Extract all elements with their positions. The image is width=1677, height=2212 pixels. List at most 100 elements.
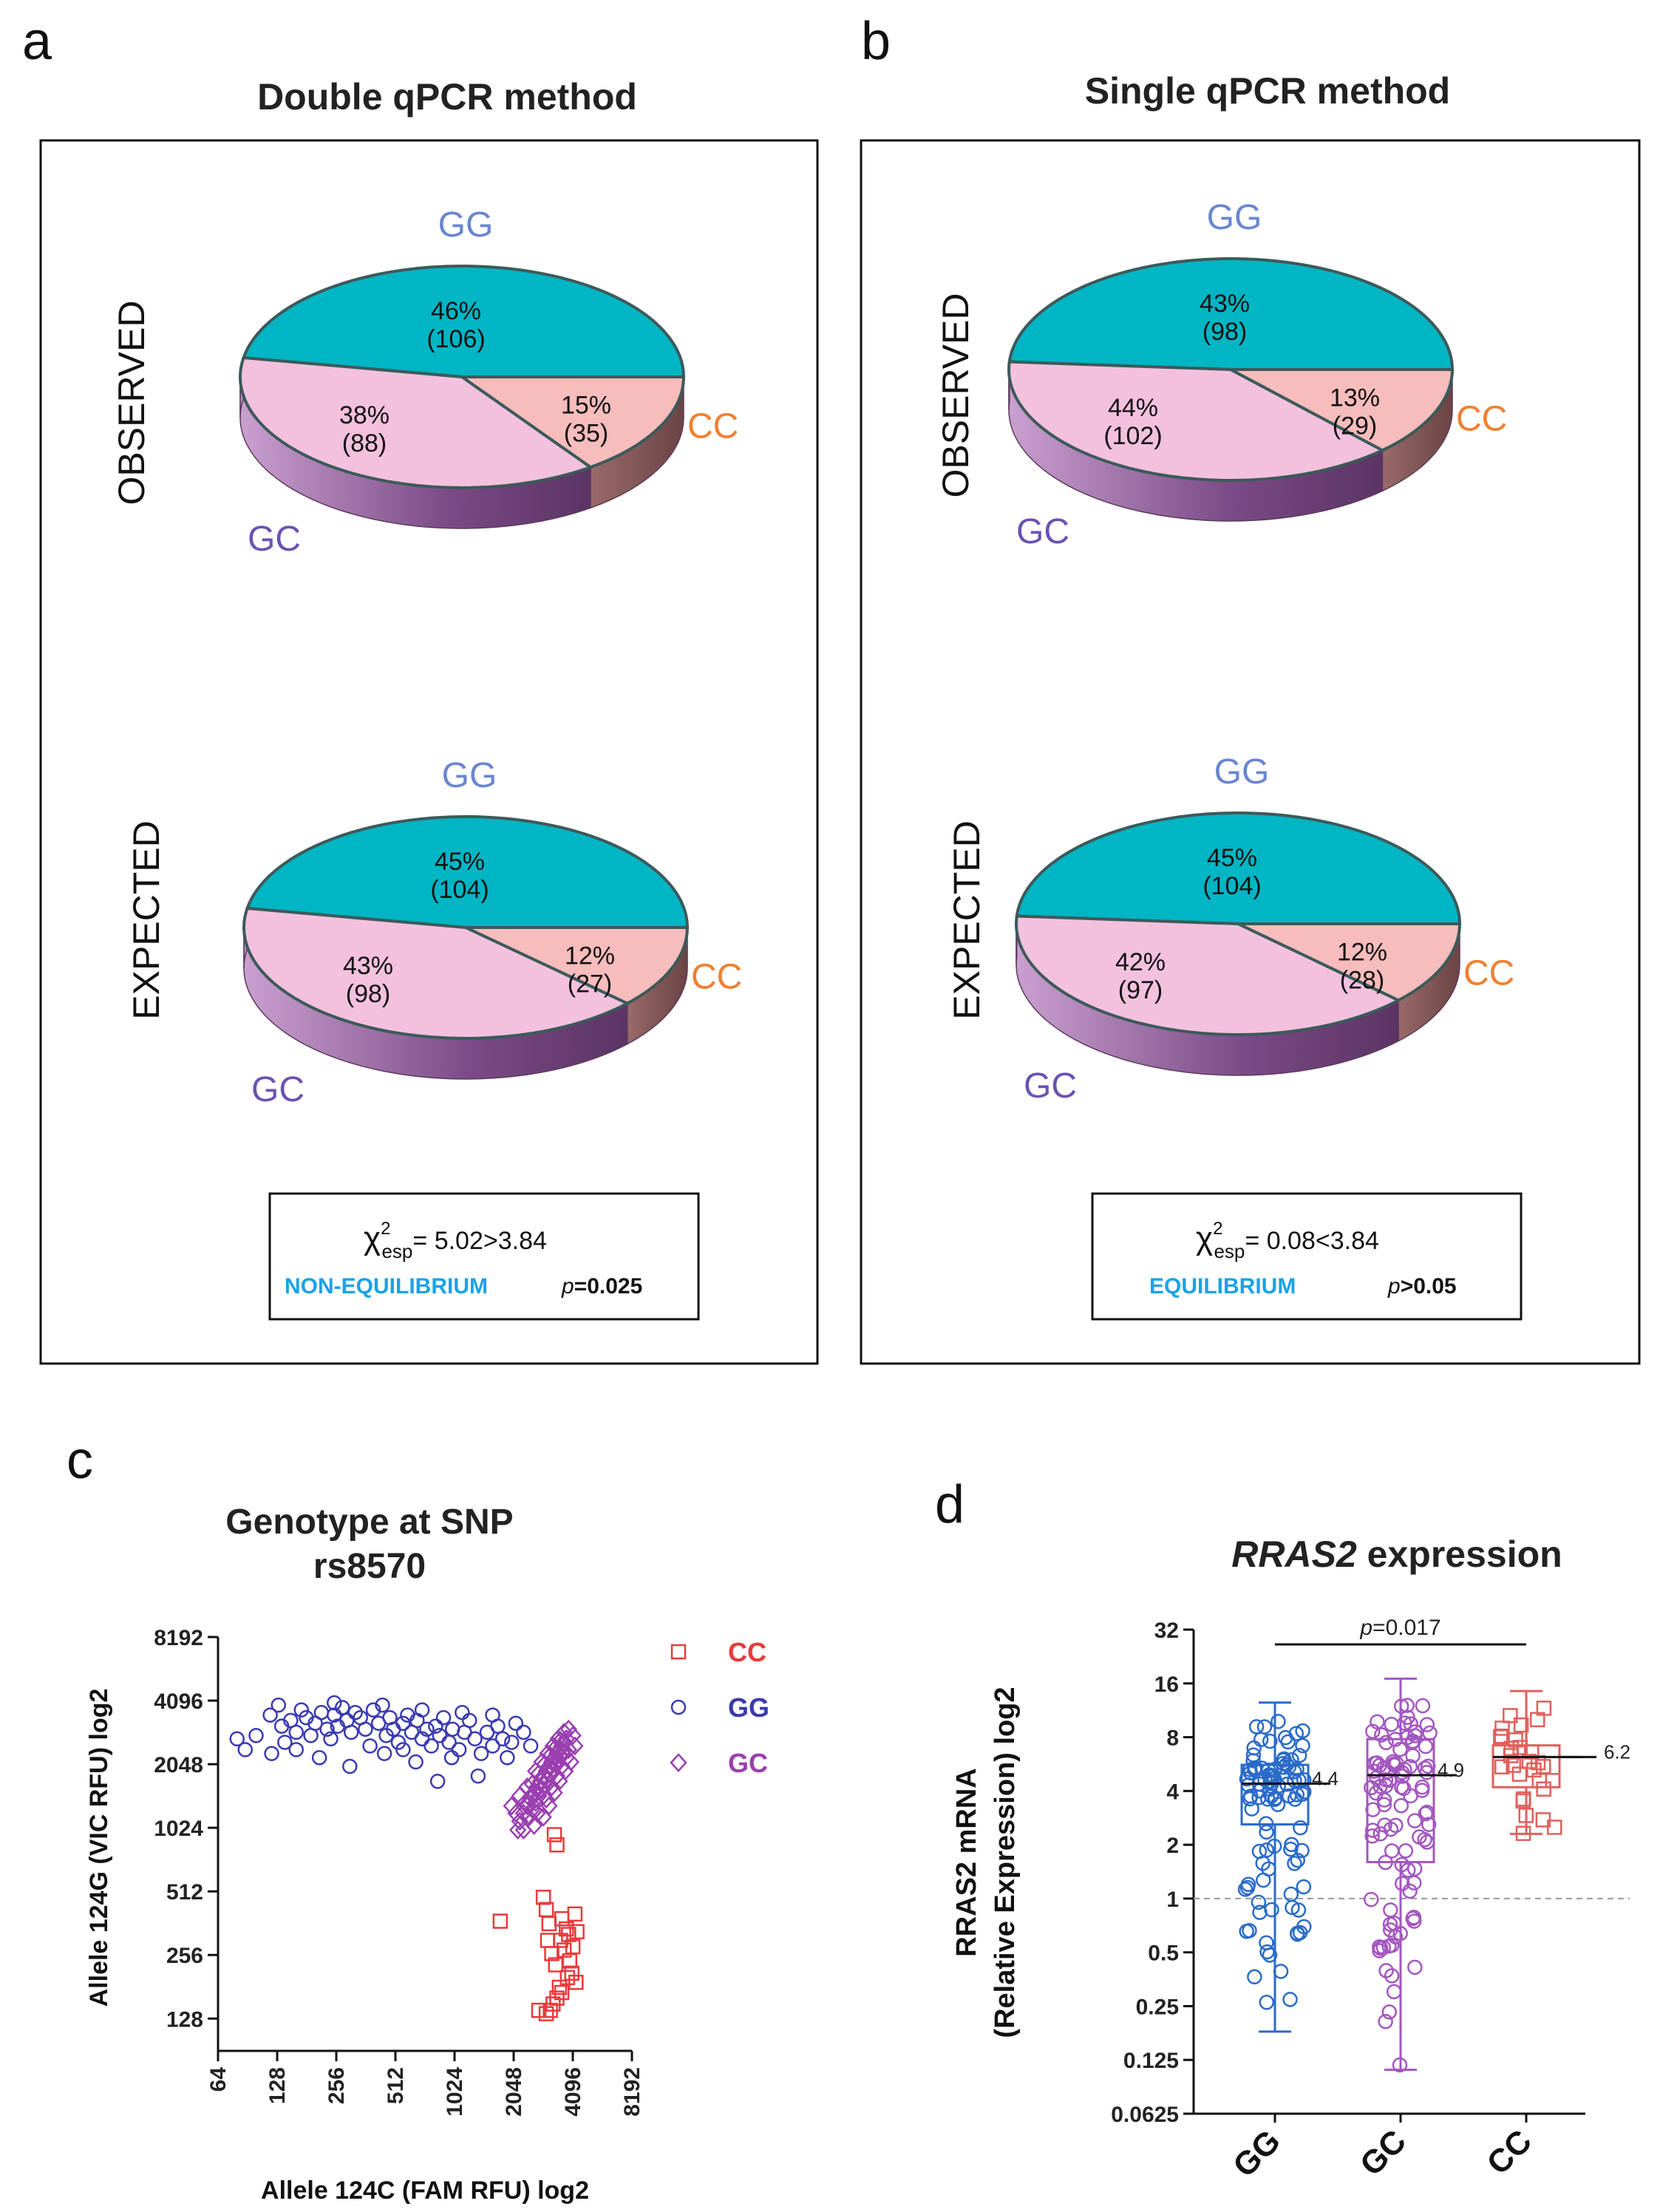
scatter-point-gg bbox=[414, 1702, 430, 1718]
panel-b-frame bbox=[860, 139, 1641, 1365]
scatter-y-tick-label: 2048 bbox=[154, 1753, 203, 1777]
box-point-gc bbox=[1381, 2004, 1398, 2020]
scatter-point-gg bbox=[429, 1773, 446, 1789]
box-point-cc bbox=[1526, 1762, 1542, 1778]
box-point-gc bbox=[1392, 1925, 1408, 1942]
scatter-point-gc bbox=[518, 1777, 536, 1797]
scatter-point-gg bbox=[428, 1718, 443, 1734]
box-point-gg bbox=[1259, 1944, 1275, 1960]
box-point-gg bbox=[1259, 1994, 1275, 2010]
scatter-y-tick-label: 512 bbox=[166, 1880, 203, 1905]
box-point-gc bbox=[1372, 1757, 1387, 1774]
scatter-y-tick-label: 1024 bbox=[154, 1817, 203, 1841]
scatter-point-gg bbox=[303, 1728, 319, 1743]
scatter-point-cc bbox=[492, 1913, 508, 1929]
box-point-gc bbox=[1422, 1725, 1438, 1741]
slice-label-gg-percent: 43% bbox=[1200, 290, 1250, 318]
box-point-gc bbox=[1398, 1843, 1414, 1859]
box-point-gg bbox=[1248, 1719, 1265, 1735]
pie-row-label: EXPECTED bbox=[946, 820, 987, 1020]
scatter-point-cc bbox=[564, 1965, 579, 1981]
slice-label-cc-count: (28) bbox=[1340, 967, 1384, 995]
pie-slice-cc bbox=[1230, 368, 1455, 452]
box-point-gg bbox=[1290, 1926, 1305, 1942]
scatter-point-gg bbox=[262, 1707, 278, 1723]
genotype-label-gg: GG bbox=[438, 205, 494, 245]
scatter-point-gc bbox=[508, 1820, 527, 1840]
pie-slice-gg bbox=[241, 265, 686, 378]
panel-b: b Single qPCR method 43%(98)13%(29)44%(1… bbox=[860, 12, 1641, 1365]
pie-slice-gc bbox=[242, 906, 631, 1040]
box-point-gc bbox=[1370, 1714, 1385, 1730]
p-italic: p bbox=[1359, 1616, 1372, 1640]
box-point-gg bbox=[1295, 1738, 1310, 1754]
box-point-gg bbox=[1259, 1842, 1275, 1858]
genotype-label-cc: CC bbox=[1456, 400, 1507, 439]
scatter-point-gg bbox=[264, 1746, 279, 1761]
panel-b-title: Single qPCR method bbox=[1085, 70, 1450, 112]
box-point-gc bbox=[1418, 1738, 1434, 1755]
scatter-point-gg bbox=[319, 1721, 335, 1737]
box-point-gc bbox=[1384, 1937, 1400, 1953]
box-point-gc bbox=[1389, 1755, 1404, 1772]
scatter-point-cc bbox=[557, 1942, 572, 1958]
box-point-cc bbox=[1494, 1759, 1510, 1774]
scatter-point-gg bbox=[313, 1704, 330, 1721]
box-point-cc bbox=[1531, 1773, 1548, 1789]
boxplot-title: RRAS2 expression bbox=[1231, 1534, 1562, 1575]
legend-label-gc: GC bbox=[728, 1748, 768, 1778]
box-point-gc bbox=[1378, 1854, 1393, 1871]
scatter-point-gc bbox=[555, 1723, 573, 1742]
scatter-point-gg bbox=[277, 1735, 293, 1750]
box-point-gc bbox=[1412, 1829, 1427, 1845]
scatter-point-gg bbox=[485, 1738, 500, 1754]
panel-letter-b: b bbox=[861, 12, 891, 71]
slice-label-cc-percent: 12% bbox=[565, 942, 615, 970]
box-point-gc bbox=[1387, 1732, 1404, 1747]
box-point-gg bbox=[1287, 1856, 1302, 1871]
box-point-gc bbox=[1419, 1717, 1435, 1732]
panel-a-title: Double qPCR method bbox=[257, 76, 637, 118]
box-point-gg bbox=[1293, 1820, 1308, 1836]
slice-label-cc-count: (29) bbox=[1333, 412, 1377, 440]
scatter-x-axis-title: Allele 124C (FAM RFU) log2 bbox=[261, 2177, 589, 2205]
scatter-point-gc bbox=[528, 1803, 546, 1823]
scatter-point-gg bbox=[523, 1738, 539, 1754]
scatter-y-tick-label: 256 bbox=[166, 1944, 203, 1968]
panel-letter-c: c bbox=[67, 1431, 93, 1490]
scatter-point-gg bbox=[419, 1721, 435, 1737]
scatter-point-gc bbox=[523, 1800, 541, 1820]
box-point-gg bbox=[1242, 1923, 1257, 1939]
scatter-point-gc bbox=[549, 1729, 567, 1749]
slice-label-cc-count: (27) bbox=[568, 970, 612, 998]
panel-letter-a: a bbox=[22, 12, 52, 71]
scatter-point-cc bbox=[542, 2002, 558, 2018]
scatter-point-gg bbox=[423, 1738, 439, 1754]
scatter-title-line1: Genotype at SNP bbox=[225, 1503, 513, 1542]
scatter-point-gg bbox=[293, 1702, 310, 1718]
box-point-gg bbox=[1264, 1902, 1279, 1918]
scatter-point-gg bbox=[494, 1731, 511, 1747]
scatter-point-cc bbox=[569, 1924, 585, 1939]
slice-label-gc-count: (88) bbox=[342, 429, 387, 457]
pie-row-label: OBSERVED bbox=[111, 301, 152, 506]
panel-d: d RRAS2 expression 32 16 8 4 2 1 0.5 0.25 0.125 0… bbox=[935, 1475, 1630, 2184]
pie-chart-b-observed: 43%(98) 13%(29) 44%(102) GG CC GC OBSERVED bbox=[935, 198, 1507, 551]
scatter-point-gg bbox=[470, 1768, 486, 1784]
slice-label-gg-percent: 46% bbox=[431, 297, 481, 325]
pie-row-label: EXPECTED bbox=[126, 820, 167, 1020]
pie-slice-gg bbox=[245, 815, 690, 929]
equilibrium-status-a: NON-EQUILIBRIUM bbox=[285, 1274, 488, 1299]
box-point-gc bbox=[1404, 1735, 1420, 1751]
legend-marker-gc bbox=[670, 1753, 687, 1772]
scatter-point-gg bbox=[395, 1715, 411, 1731]
scatter-point-gg bbox=[485, 1707, 500, 1723]
panel-a: a Double qPCR method 46%(106)15%(35)38%(… bbox=[22, 12, 819, 1365]
box-y-tick-label: 0.125 bbox=[1123, 2049, 1179, 2073]
scatter-point-cc bbox=[546, 1827, 562, 1842]
slice-label-gc-count: (98) bbox=[346, 980, 390, 1008]
scatter-point-cc bbox=[567, 1906, 583, 1922]
scatter-point-gg bbox=[376, 1746, 392, 1761]
box-point-gg bbox=[1267, 1761, 1283, 1777]
